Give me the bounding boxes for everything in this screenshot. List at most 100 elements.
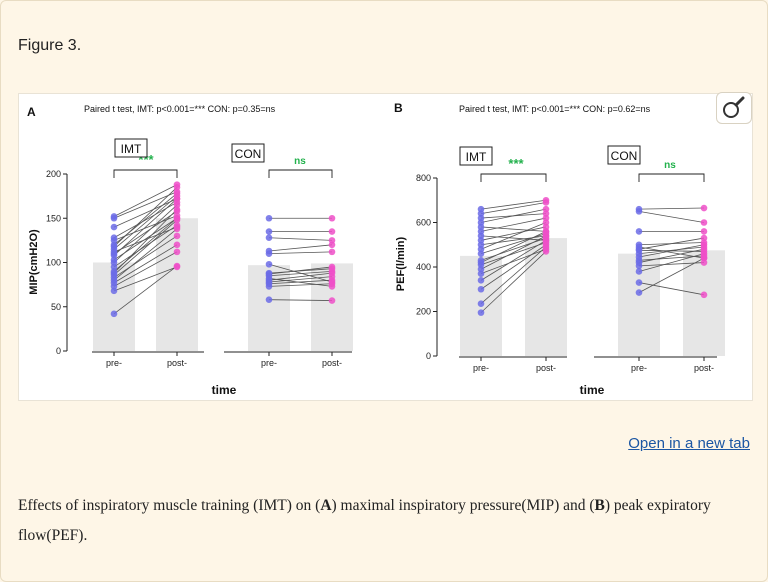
group-box xyxy=(607,145,641,165)
pre-point xyxy=(635,268,643,275)
y-axis-title: MIP(cmH2O) xyxy=(28,229,40,295)
y-tick-label: 200 xyxy=(416,307,431,317)
x-tick-label: post- xyxy=(322,358,342,368)
post-point xyxy=(328,228,336,235)
post-point xyxy=(173,223,181,231)
figure-image[interactable]: A Paired t test, IMT: p<0.001=*** CON: p=… xyxy=(18,93,753,401)
pre-point xyxy=(265,234,273,242)
pre-point xyxy=(265,228,273,235)
caption-text-2: ) maximal inspiratory pressure(MIP) and … xyxy=(331,497,595,514)
magnify-button[interactable] xyxy=(716,92,752,124)
panel-title: Paired t test, IMT: p<0.001=*** CON: p=0… xyxy=(459,104,651,114)
post-point xyxy=(328,248,336,256)
post-point xyxy=(173,263,181,271)
paired-line xyxy=(268,251,333,255)
post-point xyxy=(700,248,708,255)
paired-line xyxy=(480,244,547,290)
paired-line xyxy=(480,226,547,232)
paired-line xyxy=(638,262,705,267)
post-point xyxy=(542,196,550,204)
paired-line xyxy=(638,257,705,293)
pre-point xyxy=(477,205,485,213)
post-point xyxy=(700,291,708,299)
pre-point xyxy=(110,213,118,220)
figure-caption: Effects of inspiratory muscle training (… xyxy=(18,491,748,551)
pre-point xyxy=(635,228,643,235)
significance-label: ns xyxy=(294,156,306,167)
paired-line xyxy=(113,251,178,287)
post-point xyxy=(173,181,181,188)
post-point xyxy=(542,237,550,244)
pre-point xyxy=(265,214,273,222)
paired-line xyxy=(268,272,333,281)
paired-line xyxy=(638,249,705,252)
group-label: IMT xyxy=(121,142,142,156)
paired-line xyxy=(480,251,547,313)
y-tick-label: 600 xyxy=(416,218,431,228)
y-tick-label: 800 xyxy=(416,173,431,183)
group-box xyxy=(231,143,265,163)
paired-line xyxy=(480,235,547,241)
pre-point xyxy=(635,279,643,286)
open-in-new-tab-link[interactable]: Open in a new tab xyxy=(628,435,750,452)
paired-line xyxy=(113,215,178,241)
paired-line xyxy=(268,266,333,275)
figure-title: Figure 3. xyxy=(18,37,82,54)
post-point xyxy=(328,237,336,244)
paired-line xyxy=(113,184,178,217)
group-label: CON xyxy=(611,149,638,163)
paired-line xyxy=(480,226,547,241)
post-point xyxy=(173,188,181,195)
x-tick-label: post- xyxy=(694,363,714,373)
pre-point xyxy=(635,289,643,296)
x-tick-label: pre- xyxy=(261,358,277,368)
paired-line xyxy=(113,219,178,276)
significance-bracket xyxy=(113,169,178,178)
post-point xyxy=(328,278,336,286)
significance-label: *** xyxy=(508,156,524,171)
paired-line xyxy=(480,199,547,210)
paired-line xyxy=(268,268,333,274)
paired-line xyxy=(268,279,333,285)
paired-line xyxy=(113,201,178,239)
paired-line xyxy=(480,235,547,246)
post-point xyxy=(173,195,181,203)
paired-line xyxy=(268,244,333,252)
caption-label-b: B xyxy=(594,497,605,514)
post-point xyxy=(700,204,708,212)
paired-line xyxy=(113,228,178,281)
y-tick-label: 150 xyxy=(46,213,61,223)
post-point xyxy=(700,239,708,246)
post-point xyxy=(700,228,708,235)
pre-point xyxy=(110,234,118,242)
paired-line xyxy=(638,246,705,255)
pre-point xyxy=(110,223,118,231)
paired-line xyxy=(268,263,333,283)
y-tick-label: 100 xyxy=(46,258,61,268)
paired-line xyxy=(268,299,333,301)
pre-point xyxy=(265,247,273,255)
caption-text-1: Effects of inspiratory muscle training (… xyxy=(18,497,321,514)
paired-line xyxy=(113,198,178,228)
paired-line xyxy=(480,237,547,261)
group-box xyxy=(114,138,148,158)
paired-line xyxy=(480,217,547,232)
group-label: IMT xyxy=(466,150,487,164)
paired-line xyxy=(113,226,178,253)
x-tick-label: pre- xyxy=(631,363,647,373)
paired-line xyxy=(113,244,178,284)
post-point xyxy=(173,232,181,240)
group-label: CON xyxy=(235,147,262,161)
panel-label: B xyxy=(394,101,403,115)
paired-line xyxy=(480,222,547,250)
post-point xyxy=(542,210,550,217)
paired-line xyxy=(113,266,178,292)
significance-label: ns xyxy=(664,160,676,171)
paired-line xyxy=(113,265,178,315)
paired-line xyxy=(113,210,178,254)
y-axis-title: PEF(l/min) xyxy=(395,236,407,291)
pre-point xyxy=(477,300,485,308)
y-tick-label: 50 xyxy=(51,302,61,312)
y-tick-label: 200 xyxy=(46,169,61,179)
post-point xyxy=(328,265,336,272)
